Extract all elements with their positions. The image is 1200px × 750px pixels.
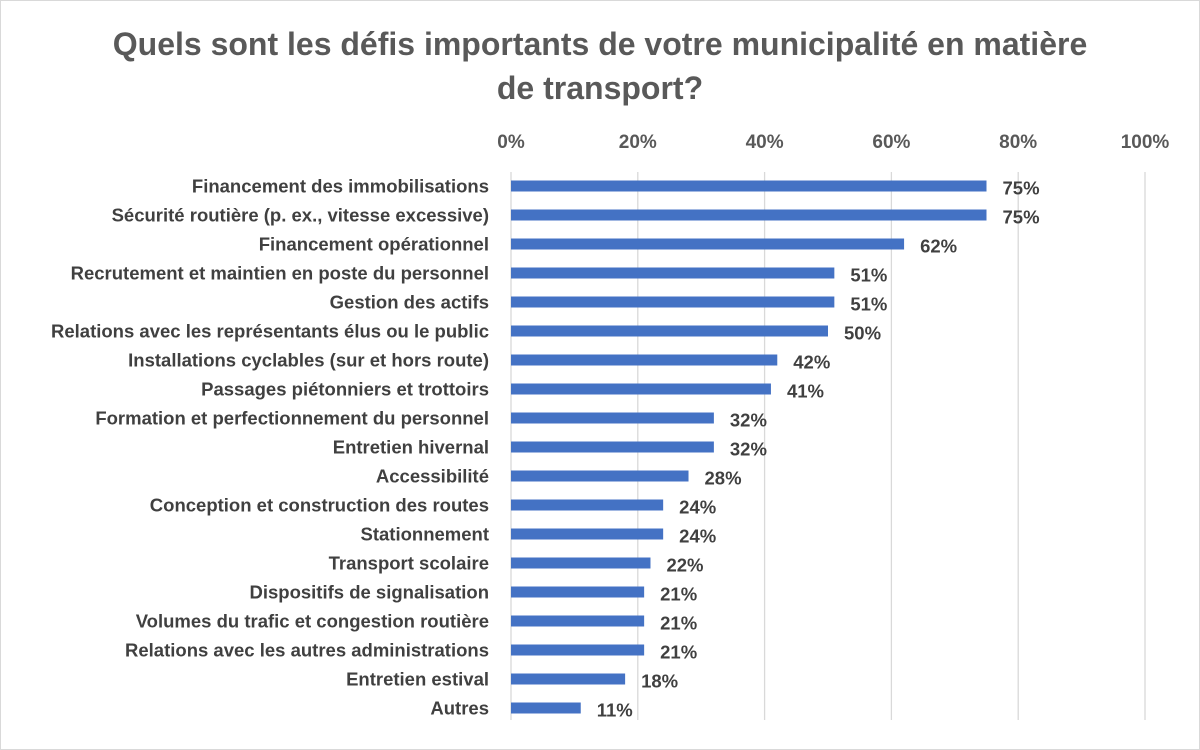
category-label: Accessibilité (376, 466, 489, 487)
x-axis-tick-labels: 0% 20% 40% 60% 80% 100% (497, 132, 1169, 153)
bar (511, 673, 626, 685)
bar (511, 557, 651, 569)
category-label: Recrutement et maintien en poste du pers… (71, 263, 489, 284)
bar (511, 238, 905, 250)
category-label: Financement des immobilisations (192, 176, 489, 197)
x-tick-label: 40% (746, 132, 784, 153)
data-label: 21% (660, 642, 697, 663)
bar (511, 441, 714, 453)
bar (511, 354, 778, 366)
data-label: 50% (844, 323, 881, 344)
data-label: 32% (730, 410, 767, 431)
data-label: 42% (793, 352, 830, 373)
data-label: 21% (660, 613, 697, 634)
x-tick-label: 20% (619, 132, 657, 153)
bar (511, 702, 581, 714)
bar (511, 499, 664, 511)
category-labels: Financement des immobilisations Sécurité … (51, 176, 489, 719)
data-label: 32% (730, 439, 767, 460)
bar (511, 180, 987, 192)
bar (511, 296, 835, 308)
bars (511, 180, 987, 714)
bar (511, 470, 689, 482)
chart-title: Quels sont les défis importants de votre… (112, 26, 1088, 106)
category-label: Stationnement (361, 524, 489, 545)
category-label: Entretien estival (346, 669, 489, 690)
x-tick-label: 80% (999, 132, 1037, 153)
data-label: 62% (920, 236, 957, 257)
data-label: 18% (641, 671, 678, 692)
bar (511, 267, 835, 279)
category-label: Financement opérationnel (259, 234, 489, 255)
category-label: Autres (430, 698, 489, 719)
bar (511, 209, 987, 221)
bar (511, 412, 714, 424)
category-label: Passages piétonniers et trottoirs (201, 379, 489, 400)
data-label: 11% (597, 700, 633, 721)
category-label: Installations cyclables (sur et hors rou… (128, 350, 489, 371)
data-label: 41% (787, 381, 824, 402)
bar (511, 528, 664, 540)
data-label: 28% (705, 468, 742, 489)
category-label: Gestion des actifs (330, 292, 489, 313)
bar (511, 383, 771, 395)
category-label: Transport scolaire (329, 553, 489, 574)
x-tick-label: 0% (497, 132, 525, 153)
category-label: Formation et perfectionnement du personn… (95, 408, 489, 429)
category-label: Entretien hivernal (333, 437, 489, 458)
bar (511, 615, 645, 627)
data-label: 21% (660, 584, 697, 605)
category-label: Volumes du trafic et congestion routière (136, 611, 489, 632)
x-tick-label: 60% (872, 132, 910, 153)
data-label: 51% (850, 265, 887, 286)
bar (511, 586, 645, 598)
category-label: Conception et construction des routes (150, 495, 489, 516)
category-label: Relations avec les autres administration… (125, 640, 489, 661)
data-label: 24% (679, 526, 716, 547)
category-label: Relations avec les représentants élus ou… (51, 321, 489, 342)
category-label: Sécurité routière (p. ex., vitesse exces… (112, 205, 489, 226)
data-label: 75% (1003, 207, 1040, 228)
data-label: 24% (679, 497, 716, 518)
category-label: Dispositifs de signalisation (249, 582, 489, 603)
data-label: 51% (850, 294, 887, 315)
data-label: 75% (1003, 178, 1040, 199)
bar (511, 325, 828, 337)
data-label: 22% (666, 555, 703, 576)
x-tick-label: 100% (1121, 132, 1170, 153)
bar (511, 644, 645, 656)
data-labels: 75% 75% 62% 51% 51% 50% 42% 41% 32% 32% 28% 24% 24% 2… (597, 178, 1040, 721)
